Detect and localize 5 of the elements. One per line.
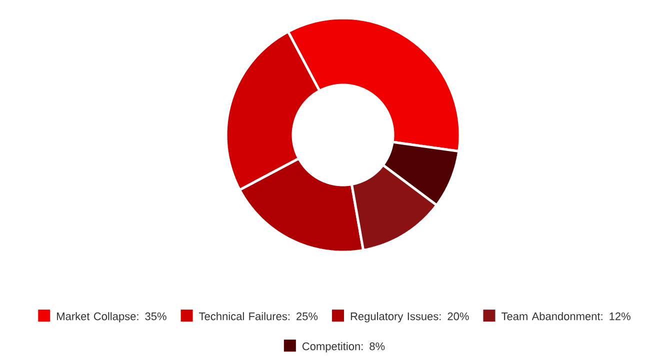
legend-label: Regulatory Issues: 20% <box>350 312 469 322</box>
legend-label: Team Abandonment: 12% <box>501 312 630 320</box>
legend-label: Market Collapse: 35% <box>57 312 166 322</box>
legend-label: Competition: 8% <box>302 342 385 352</box>
legend-label: Technical Failures: 25% <box>199 312 318 320</box>
